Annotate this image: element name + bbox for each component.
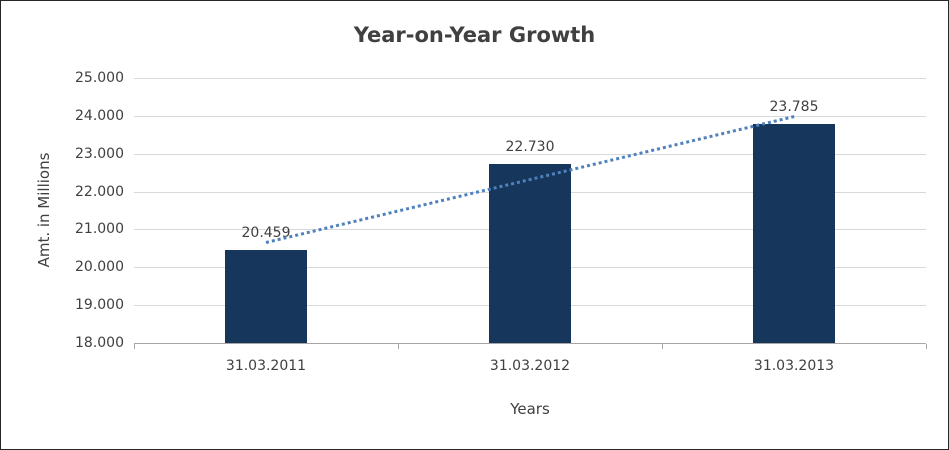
bar: [489, 164, 571, 343]
axis-tick: [926, 344, 927, 349]
bar-value-label: 22.730: [505, 139, 555, 155]
y-tick-label: 18.000: [75, 335, 124, 351]
bar: [225, 250, 307, 343]
y-tick-label: 19.000: [75, 297, 124, 313]
bar: [753, 124, 835, 343]
gridline: [134, 116, 926, 117]
chart-title: Year-on-Year Growth: [353, 23, 596, 47]
y-tick-label: 23.000: [75, 146, 124, 162]
gridline: [134, 78, 926, 79]
x-tick-label: 31.03.2011: [225, 358, 307, 374]
y-tick-label: 24.000: [75, 108, 124, 124]
y-tick-label: 22.000: [75, 184, 124, 200]
x-axis-line: [134, 343, 926, 344]
axis-tick: [662, 344, 663, 349]
x-axis-title: Years: [510, 400, 550, 418]
x-tick-label: 31.03.2013: [753, 358, 835, 374]
axis-tick: [398, 344, 399, 349]
gridline: [134, 154, 926, 155]
y-tick-label: 21.000: [75, 221, 124, 237]
axis-tick: [134, 344, 135, 349]
bar-value-label: 23.785: [769, 99, 819, 115]
x-tick-label: 31.03.2012: [489, 358, 571, 374]
y-tick-label: 25.000: [75, 70, 124, 86]
bar-value-label: 20.459: [241, 225, 291, 241]
y-axis-title: Amt. in Millions: [35, 152, 53, 268]
y-tick-label: 20.000: [75, 259, 124, 275]
